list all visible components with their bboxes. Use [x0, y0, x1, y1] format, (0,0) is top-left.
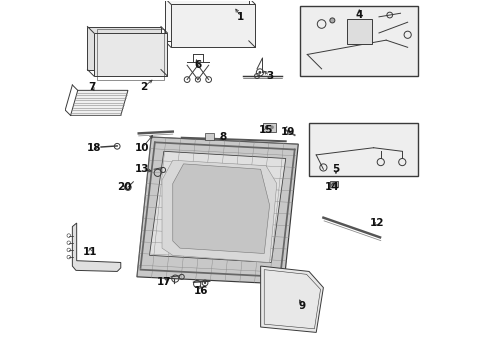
Circle shape	[203, 282, 206, 284]
Circle shape	[258, 71, 261, 74]
Polygon shape	[70, 90, 128, 116]
Text: 5: 5	[332, 164, 339, 174]
Text: 11: 11	[83, 247, 97, 257]
Polygon shape	[149, 151, 285, 262]
Polygon shape	[162, 160, 276, 262]
Circle shape	[264, 126, 268, 129]
Text: 17: 17	[156, 277, 171, 287]
Polygon shape	[137, 137, 298, 284]
Bar	[308, 123, 418, 176]
Bar	[204, 133, 214, 140]
Text: 3: 3	[265, 71, 273, 81]
Bar	[329, 181, 337, 187]
Circle shape	[270, 126, 273, 129]
Text: 7: 7	[88, 82, 96, 92]
Text: 6: 6	[194, 60, 201, 70]
Text: 10: 10	[135, 143, 149, 153]
Text: 9: 9	[298, 301, 305, 311]
Polygon shape	[87, 27, 161, 69]
Text: 16: 16	[194, 286, 208, 296]
Text: 19: 19	[280, 127, 294, 136]
Polygon shape	[72, 223, 121, 271]
Polygon shape	[94, 33, 167, 76]
Text: 12: 12	[369, 218, 384, 228]
Text: 15: 15	[258, 125, 273, 135]
Text: 1: 1	[237, 12, 244, 22]
Bar	[346, 19, 371, 44]
Circle shape	[329, 18, 334, 23]
Text: 13: 13	[135, 164, 149, 174]
Text: 8: 8	[219, 132, 226, 142]
Bar	[263, 123, 275, 132]
Text: 18: 18	[86, 143, 101, 153]
Text: 2: 2	[140, 82, 147, 92]
Polygon shape	[172, 164, 269, 253]
Bar	[300, 6, 418, 76]
Text: 4: 4	[355, 10, 362, 20]
Text: 20: 20	[117, 182, 131, 192]
Polygon shape	[171, 4, 255, 47]
Polygon shape	[164, 0, 248, 41]
Text: 14: 14	[325, 182, 339, 192]
Polygon shape	[260, 266, 323, 332]
